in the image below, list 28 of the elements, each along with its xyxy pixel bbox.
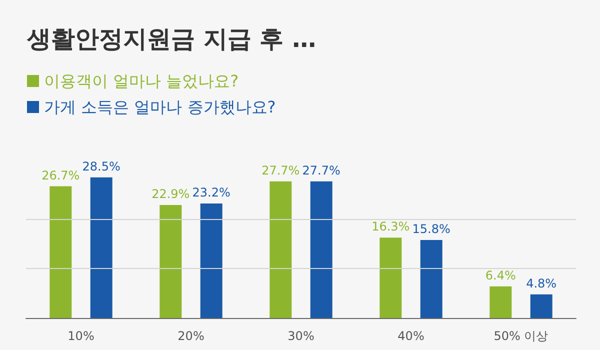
bar <box>420 240 442 318</box>
data-label: 4.8% <box>526 276 557 290</box>
bar <box>270 181 292 318</box>
data-label: 27.7% <box>262 163 300 178</box>
x-tick-label: 20% <box>178 329 204 343</box>
data-label: 27.7% <box>302 163 340 178</box>
bar <box>380 238 402 318</box>
data-label: 26.7% <box>42 168 80 182</box>
x-tick-label: 50% 이상 <box>494 329 548 343</box>
data-label: 15.8% <box>412 222 450 236</box>
x-tick-label: 10% <box>68 329 94 343</box>
bar <box>200 204 222 318</box>
bar <box>50 186 72 318</box>
data-label: 28.5% <box>82 159 120 174</box>
data-label: 16.3% <box>372 220 410 234</box>
bar <box>530 294 552 318</box>
bar <box>310 181 332 318</box>
data-label: 23.2% <box>192 186 230 200</box>
bar <box>490 286 512 318</box>
x-tick-label: 30% <box>288 329 314 343</box>
bar <box>160 205 182 318</box>
bar <box>90 177 112 318</box>
data-label: 22.9% <box>152 187 190 202</box>
legend-label: 가게 소득은 얼마나 증가했나요? <box>44 98 276 116</box>
data-label: 6.4% <box>485 268 516 282</box>
legend-label: 이용객이 얼마나 늘었나요? <box>44 72 239 90</box>
x-tick-label: 40% <box>398 329 424 343</box>
chart-title: 생활안정지원금 지급 후 … <box>26 25 316 53</box>
